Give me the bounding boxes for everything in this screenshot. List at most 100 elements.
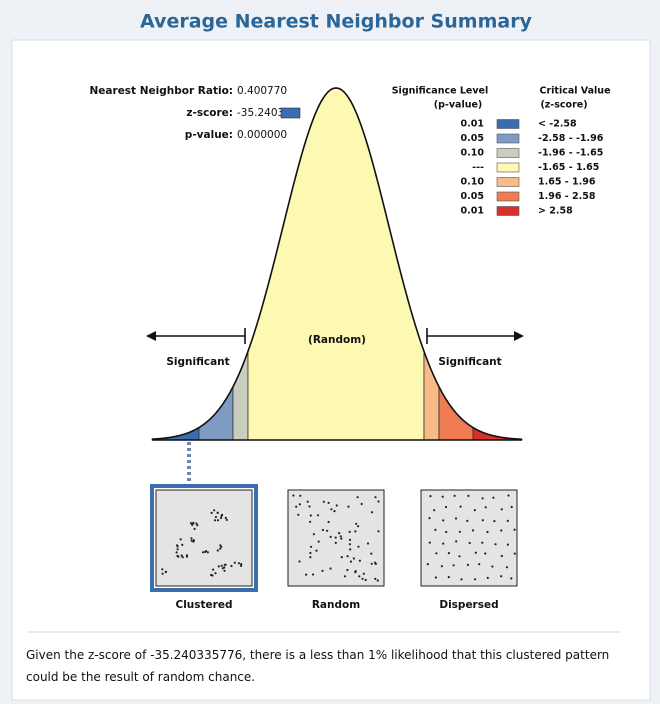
point bbox=[466, 563, 469, 567]
point bbox=[513, 528, 516, 531]
right-arrowhead bbox=[514, 331, 524, 341]
point bbox=[500, 508, 503, 511]
legend-p: 0.01 bbox=[461, 119, 484, 130]
point bbox=[481, 541, 484, 544]
point bbox=[491, 565, 494, 568]
point bbox=[468, 541, 471, 545]
legend-swatch bbox=[496, 119, 520, 129]
point bbox=[216, 519, 220, 522]
point bbox=[445, 530, 448, 534]
point bbox=[484, 506, 487, 509]
curve-outline bbox=[151, 87, 523, 441]
point bbox=[346, 555, 349, 558]
point bbox=[212, 568, 215, 571]
point bbox=[500, 529, 503, 532]
point bbox=[204, 550, 207, 554]
point bbox=[210, 511, 213, 514]
legend-z: 1.65 - 1.96 bbox=[538, 177, 596, 188]
point bbox=[181, 556, 184, 559]
point bbox=[185, 555, 189, 558]
stat-label: p-value: bbox=[185, 129, 233, 141]
point bbox=[315, 549, 318, 552]
point bbox=[434, 576, 437, 579]
point bbox=[309, 514, 312, 517]
point bbox=[299, 494, 302, 497]
legend-z: -2.58 - -1.96 bbox=[538, 133, 604, 144]
point bbox=[321, 528, 324, 532]
point bbox=[334, 536, 337, 539]
point bbox=[458, 530, 461, 533]
point bbox=[343, 575, 347, 578]
point bbox=[340, 537, 343, 540]
point bbox=[500, 575, 503, 578]
footer: Given the z-score of -35.240335776, ther… bbox=[26, 648, 610, 684]
point bbox=[327, 501, 330, 504]
point bbox=[213, 509, 216, 512]
point bbox=[357, 545, 360, 548]
stat-label: z-score: bbox=[186, 107, 233, 119]
point bbox=[180, 554, 183, 557]
point bbox=[177, 555, 180, 558]
point bbox=[505, 566, 508, 569]
point bbox=[506, 519, 509, 523]
point bbox=[338, 532, 341, 535]
point bbox=[435, 552, 438, 555]
legend-swatch bbox=[496, 162, 520, 173]
point bbox=[447, 576, 450, 579]
point bbox=[219, 516, 223, 520]
point bbox=[426, 563, 429, 566]
point bbox=[322, 500, 325, 503]
legend-swatch bbox=[496, 177, 520, 187]
point bbox=[453, 494, 456, 497]
point bbox=[223, 569, 226, 572]
point bbox=[459, 505, 462, 508]
pattern-box bbox=[155, 489, 253, 587]
point bbox=[339, 535, 342, 538]
point bbox=[510, 505, 513, 509]
point bbox=[330, 508, 333, 511]
footer-box: Given the z-score of -35.240335776, ther… bbox=[26, 648, 610, 684]
legend-swatch bbox=[496, 148, 520, 158]
point bbox=[192, 540, 195, 543]
point bbox=[366, 542, 370, 545]
patterns: Clustered Random Dispersed bbox=[150, 484, 518, 611]
point bbox=[295, 505, 298, 508]
point bbox=[374, 577, 377, 581]
point bbox=[358, 575, 361, 578]
point bbox=[370, 552, 373, 555]
point bbox=[309, 520, 312, 523]
point bbox=[377, 500, 380, 503]
point bbox=[233, 561, 236, 564]
point bbox=[364, 578, 367, 582]
point bbox=[434, 528, 437, 532]
point bbox=[329, 535, 332, 539]
point bbox=[478, 563, 481, 566]
legend: 0.01 < -2.58 0.05 -2.58 - -1.96 0.10 -1.96 - … bbox=[461, 119, 604, 217]
point bbox=[454, 517, 458, 520]
point bbox=[354, 570, 357, 573]
point bbox=[492, 496, 495, 499]
point bbox=[176, 545, 179, 548]
point bbox=[447, 552, 450, 555]
point bbox=[179, 538, 182, 541]
point bbox=[317, 540, 320, 543]
point bbox=[466, 519, 469, 523]
point bbox=[240, 563, 243, 566]
point bbox=[429, 495, 432, 498]
point bbox=[298, 560, 301, 563]
pattern-box bbox=[420, 489, 518, 587]
point bbox=[506, 543, 509, 546]
bell-curve bbox=[151, 87, 523, 441]
point bbox=[452, 564, 455, 567]
point bbox=[224, 516, 227, 520]
point bbox=[211, 574, 214, 577]
legend-header: Significance Level bbox=[392, 86, 489, 97]
point bbox=[376, 579, 379, 582]
legend-swatch bbox=[496, 133, 520, 144]
point bbox=[292, 494, 295, 497]
point bbox=[237, 562, 240, 565]
point bbox=[500, 554, 503, 558]
legend-z: -1.96 - -1.65 bbox=[538, 148, 603, 159]
z-marker bbox=[280, 107, 301, 119]
